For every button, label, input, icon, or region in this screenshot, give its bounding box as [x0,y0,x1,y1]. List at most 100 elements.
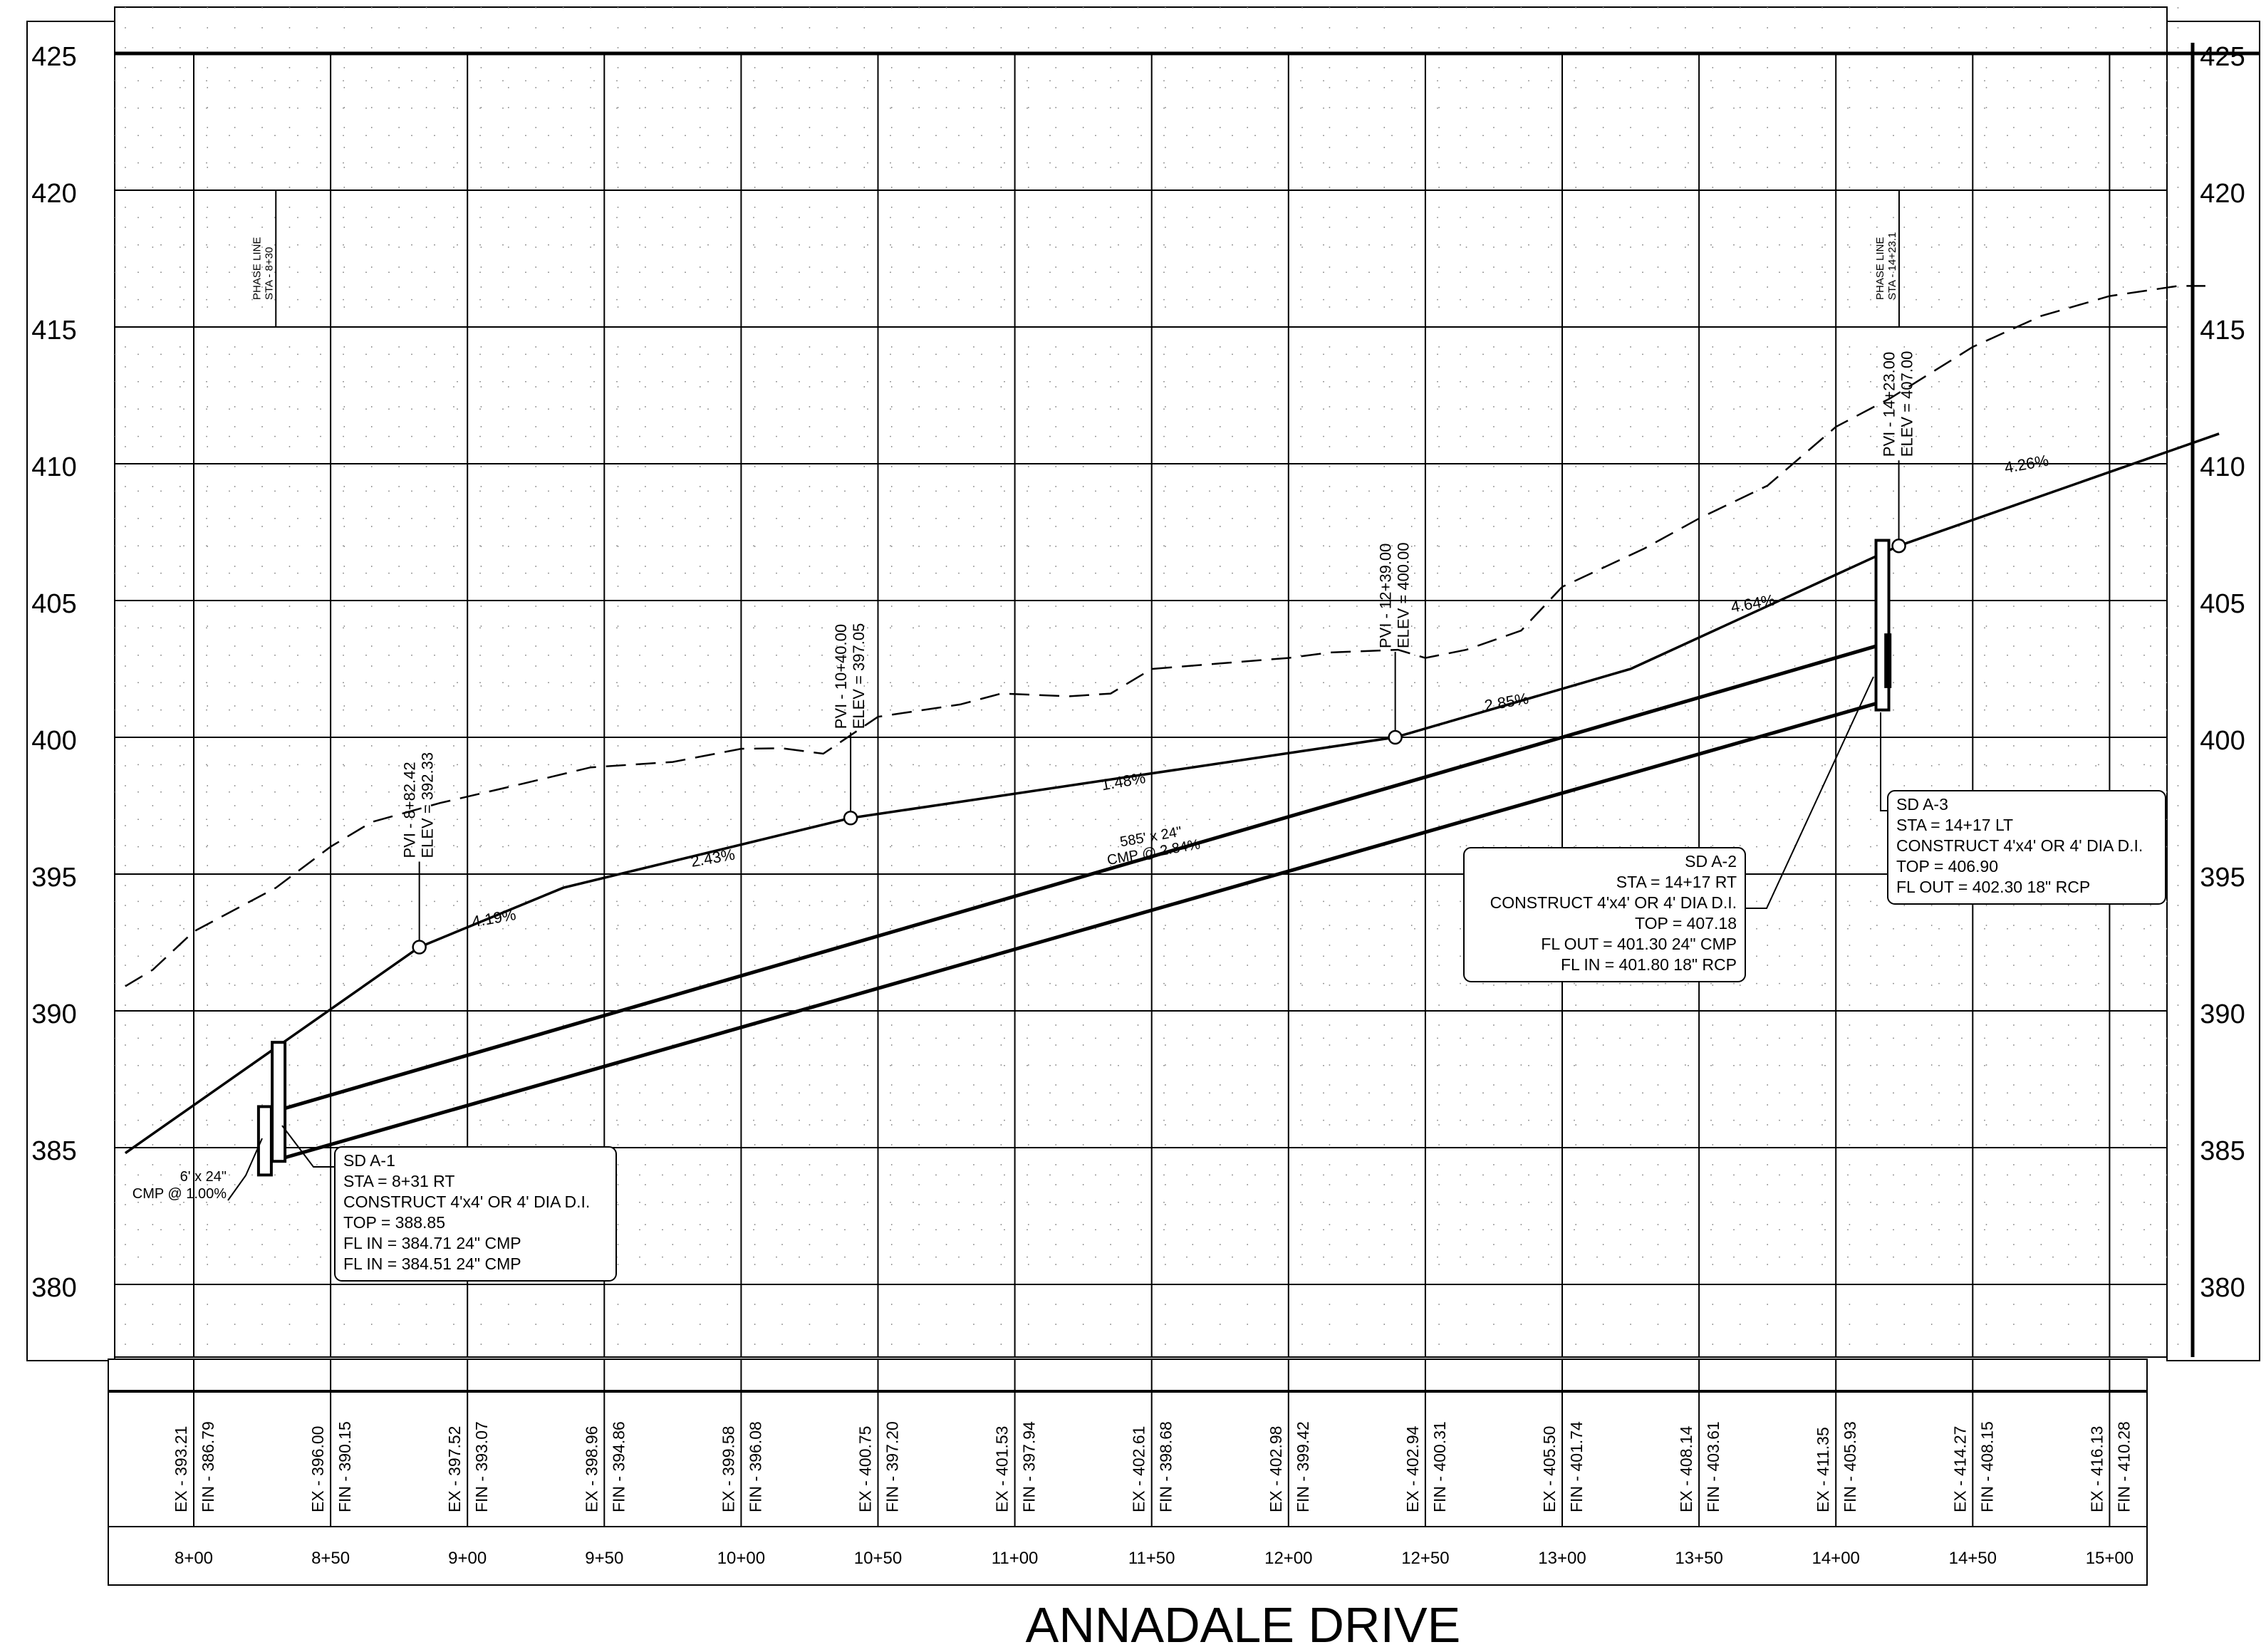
drainage-structure [256,1105,273,1177]
ex-elevation-value: EX - 416.13 [2087,1426,2106,1512]
elevation-label-left: 415 [31,316,76,346]
elevation-label-left: 380 [31,1273,76,1303]
phase-line-title: PHASE LINE [1874,237,1886,300]
fin-elevation-value: FIN - 386.79 [199,1421,217,1512]
fin-elevation-value: FIN - 400.31 [1430,1421,1449,1512]
station-label: 9+00 [448,1549,487,1568]
fin-elevation-value: FIN - 398.68 [1157,1421,1175,1512]
ex-elevation-value: EX - 397.52 [445,1426,464,1512]
callout-sd-a3-line: CONSTRUCT 4'x4' OR 4' DIA D.I. [1896,836,2143,855]
elevation-labels: 425 425 420 420 415 415 410 410 405 405 400 400 395 3… [31,42,2245,1303]
ex-elevation-value: EX - 402.98 [1267,1426,1285,1512]
station-label: 10+50 [854,1549,902,1568]
storm-pipes [281,643,1883,1160]
station-label: 13+00 [1538,1549,1586,1568]
drawing-title: ANNADALE DRIVE [1026,1597,1461,1652]
station-label: 15+00 [2086,1549,2134,1568]
callout-sd-a3-line: SD A-3 [1896,795,1948,814]
fin-elevation-value: FIN - 397.20 [883,1421,902,1512]
elevation-label-left: 425 [31,42,76,72]
station-label: 12+50 [1401,1549,1449,1568]
table-header-band [108,1359,2148,1392]
fin-elevation-value: FIN - 405.93 [1841,1421,1859,1512]
existing-ground-profile [125,285,2205,987]
structure-callouts: SD A-1 STA = 8+31 RT CONSTRUCT 4'x4' OR 4'… [281,676,2166,1282]
callout-sd-a2-box [1463,847,1746,982]
left-elevation-frame [26,21,115,1361]
callout-sd-a3-box [1887,790,2166,905]
station-label: 8+00 [175,1549,213,1568]
elevation-label-left: 410 [31,452,76,482]
elevation-label-left: 405 [31,589,76,619]
callout-sd-a1-line: FL IN = 384.71 24" CMP [343,1234,521,1252]
fin-elevation-value: FIN - 408.15 [1977,1421,1996,1512]
ex-elevation-value: EX - 402.94 [1403,1425,1422,1512]
callout-sd-a3-leader [1880,712,1888,811]
callout-sd-a2-leader [1745,676,1874,909]
table-elevation-band [108,1391,2148,1527]
elevation-label-left: 400 [31,726,76,756]
small-pipe-leader [227,1138,263,1201]
callout-sd-a1-line: STA = 8+31 RT [343,1172,454,1190]
pvi-label: PVI - 8+82.42ELEV = 392.33 [401,752,437,858]
elevation-label-right: 390 [2200,999,2245,1029]
callout-sd-a3-text: SD A-3 STA = 14+17 LT CONSTRUCT 4'x4' OR 4… [1896,795,2143,896]
pvi-point [1891,538,1906,554]
elevation-label-left: 395 [31,863,76,893]
elevation-label-left: 390 [31,999,76,1029]
callout-sd-a1-line: FL IN = 384.51 24" CMP [343,1254,521,1273]
elevation-label-right: 425 [2200,42,2245,72]
callout-sd-a1-line: CONSTRUCT 4'x4' OR 4' DIA D.I. [343,1193,590,1211]
pvi-point [1388,729,1403,745]
ex-elevation-value: EX - 402.61 [1130,1426,1148,1512]
callout-sd-a2-line: STA = 14+17 RT [1616,873,1737,891]
pvi-station: PVI - 12+39.00 [1377,544,1395,648]
station-label: 11+00 [992,1549,1039,1568]
ex-elevation-value: EX - 401.53 [993,1426,1012,1512]
callout-sd-a2-line: FL IN = 401.80 18" RCP [1561,955,1737,974]
callout-sd-a1-line: SD A-1 [343,1151,395,1170]
elevation-label-right: 400 [2200,726,2245,756]
callout-sd-a1-box [334,1146,617,1282]
callout-sd-a3-line: STA = 14+17 LT [1896,816,2013,834]
elevation-label-right: 420 [2200,179,2245,209]
elevation-label-right: 380 [2200,1273,2245,1303]
grade-label: 4.64% [1730,591,1777,615]
callout-sd-a1-line: TOP = 388.85 [343,1213,445,1232]
grade-label: 2.85% [1483,690,1530,715]
drainage-structures [256,539,1892,1177]
ex-elevation-value: EX - 414.27 [1950,1426,1969,1512]
elevation-label-right: 415 [2200,316,2245,346]
small-pipe-size: 6' x 24" [180,1169,227,1185]
proposed-grade-profile [124,432,2220,1155]
elevation-label-right: 395 [2200,863,2245,893]
small-pipe-label: 6' x 24" CMP @ 1.00% [132,1169,227,1202]
elevation-label-right: 385 [2200,1136,2245,1166]
elevation-label-left: 385 [31,1136,76,1166]
callout-sd-a1-leader [281,1125,335,1168]
fin-elevation-value: FIN - 394.86 [609,1421,628,1512]
phase-line-title: PHASE LINE [251,237,263,300]
storm-pipe-line [281,643,1883,1111]
pipe-labels: 585' x 24"CMP @ 2.84%6' x 24" CMP @ 1.00% [132,824,1202,1202]
station-label: 10+00 [717,1549,765,1568]
pvi-annotations: PVI - 8+82.42ELEV = 392.33 PVI - 10+40.00… [401,351,1916,955]
pvi-point [843,811,858,826]
pvi-elevation: ELEV = 397.05 [850,623,868,729]
ex-elevation-value: EX - 399.58 [719,1426,737,1512]
pvi-label: PVI - 14+23.00ELEV = 407.00 [1881,351,1916,457]
small-pipe-slope: CMP @ 1.00% [132,1186,227,1202]
phase-line-label: PHASE LINESTA - 14+23.1 [1874,232,1898,300]
pvi-point [412,940,427,955]
minor-grid [115,7,2179,1357]
grade-label: 4.19% [470,905,517,930]
pvi-station: PVI - 8+82.42 [401,762,419,858]
pvi-elevation: ELEV = 407.00 [1898,351,1916,457]
callout-sd-a2-text: SD A-2 STA = 14+17 RT CONSTRUCT 4'x4' OR 4… [1490,852,1737,974]
ex-elevation-value: EX - 398.96 [582,1426,601,1512]
grade-label: 4.26% [2003,452,2050,477]
fin-elevation-value: FIN - 390.15 [336,1421,354,1512]
elevation-label-right: 410 [2200,452,2245,482]
station-label: 13+50 [1675,1549,1722,1568]
